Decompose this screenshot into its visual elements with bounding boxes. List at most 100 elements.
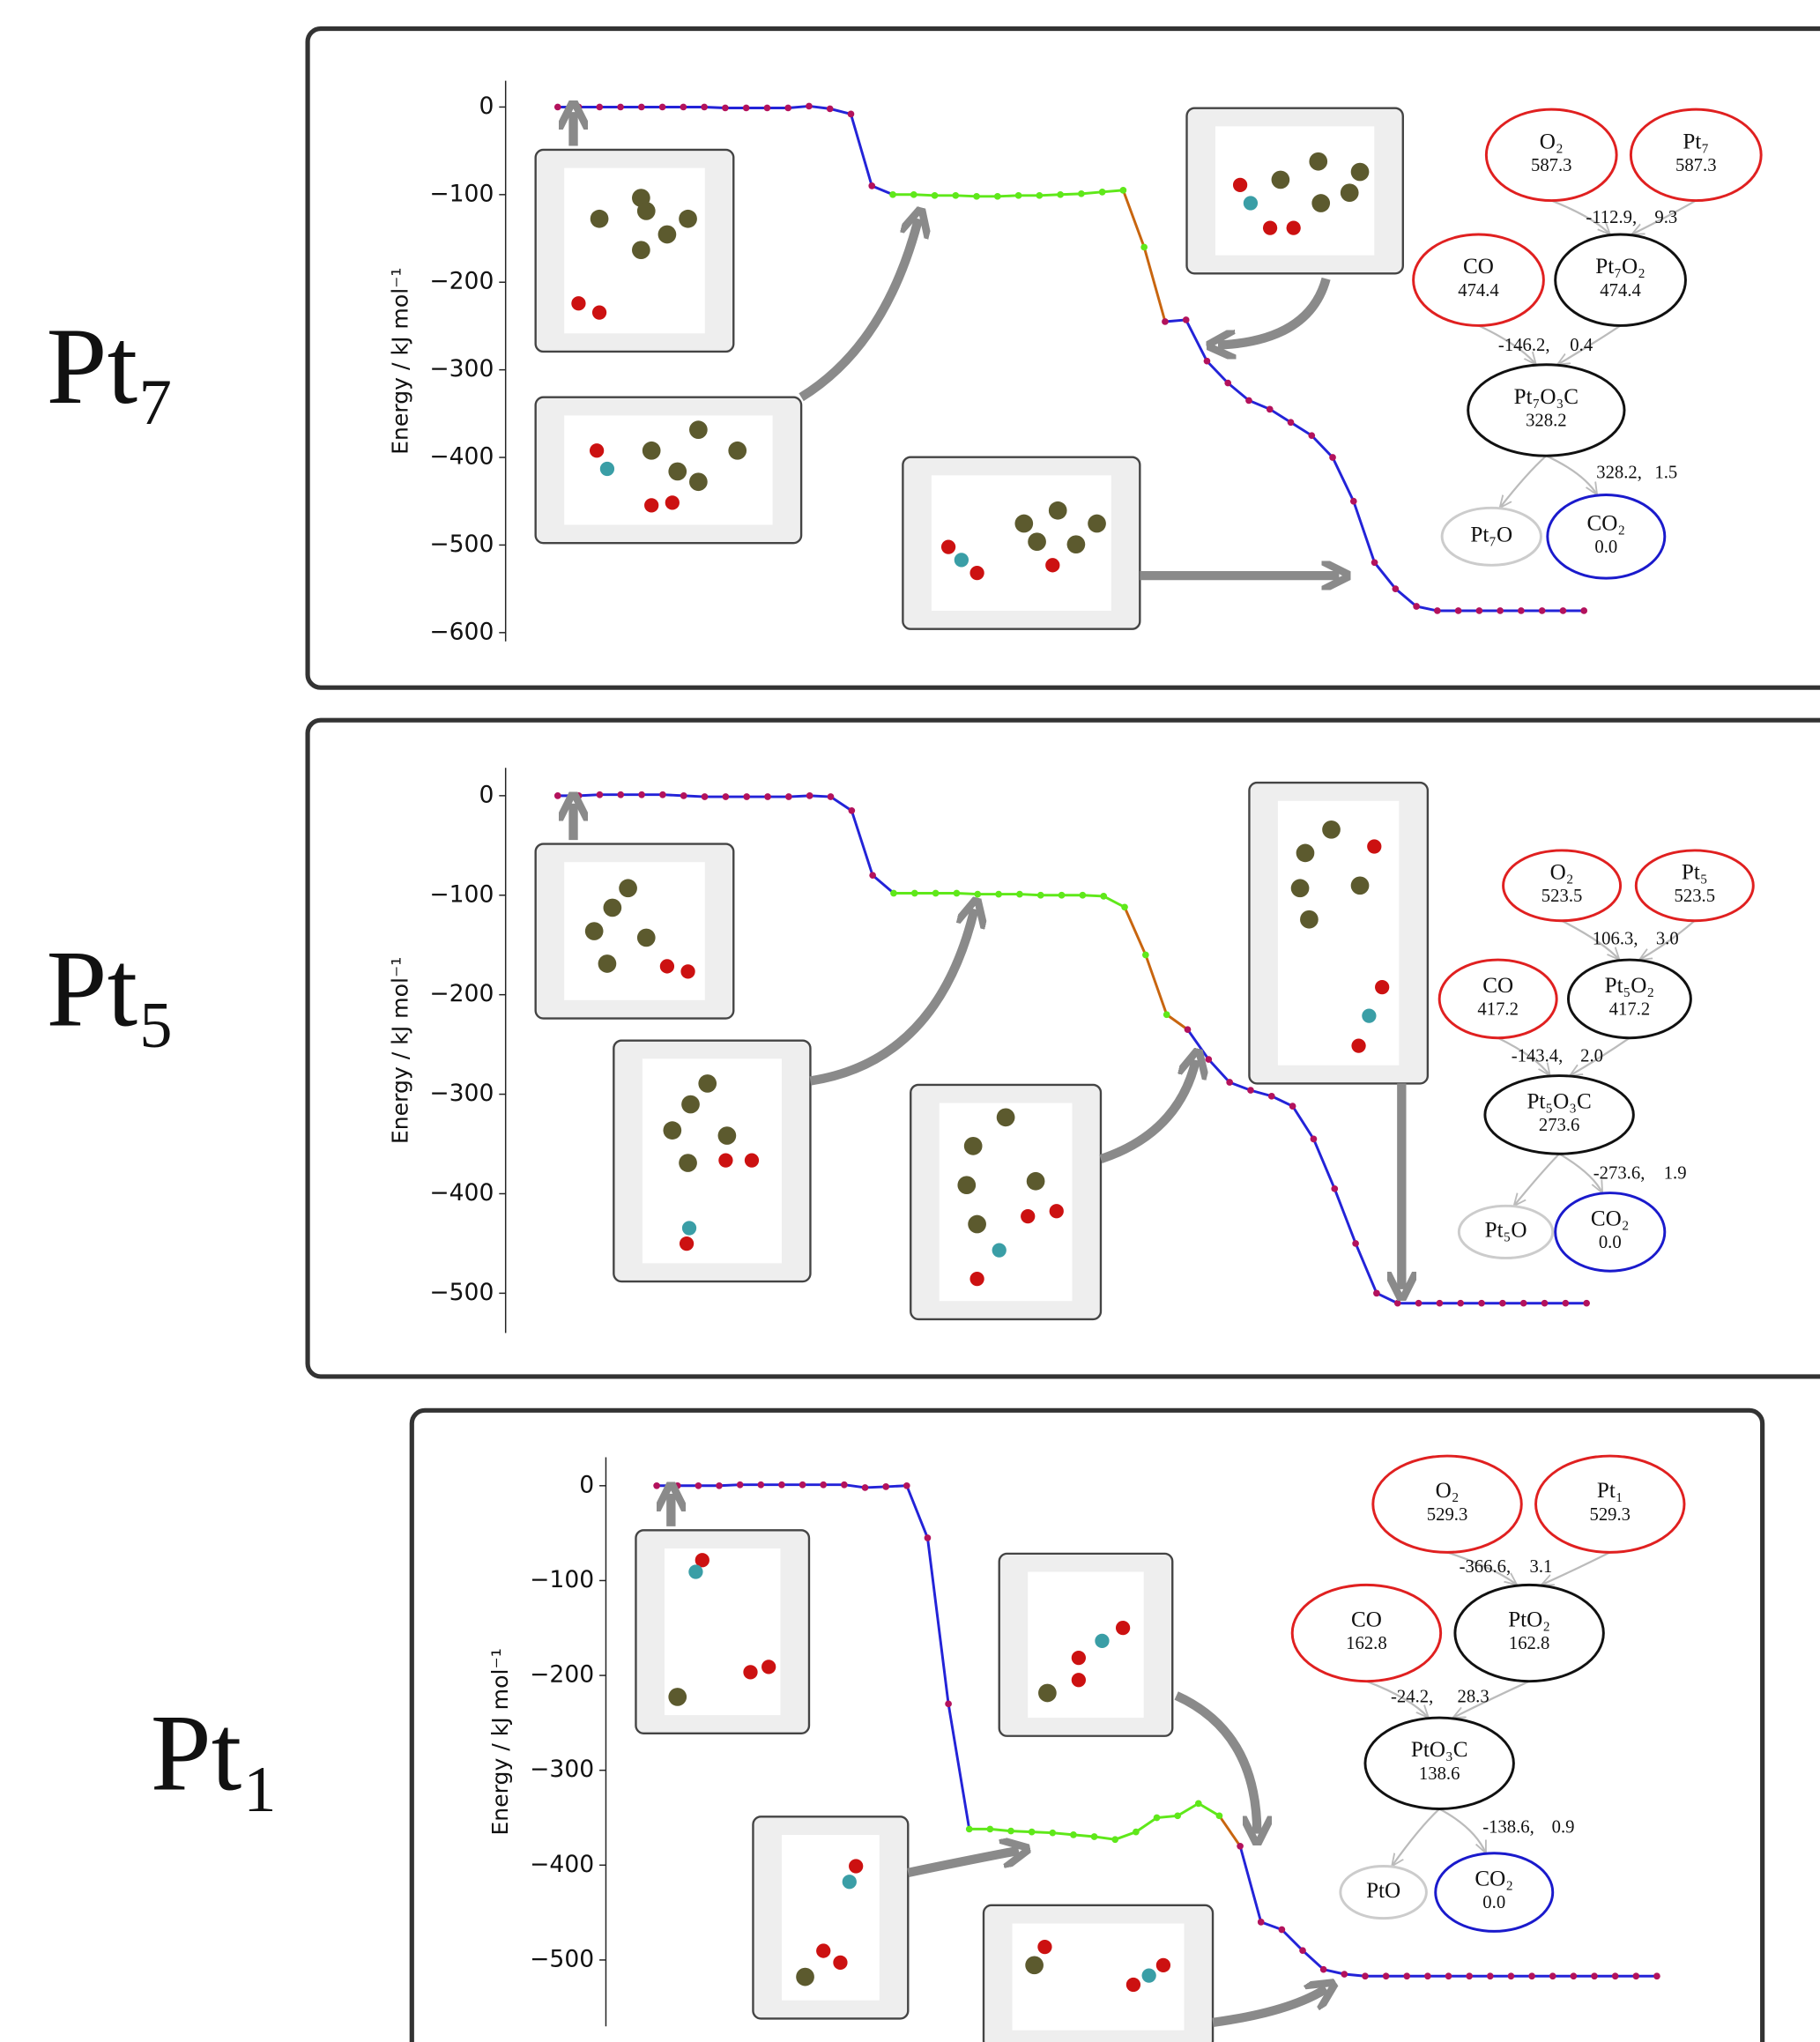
node-energy: 587.3	[1675, 156, 1717, 175]
atom	[849, 1859, 863, 1873]
atom	[1025, 1956, 1044, 1974]
energy-point	[952, 192, 959, 199]
network-node	[1455, 1585, 1603, 1681]
y-tick-label: −500	[429, 1279, 494, 1306]
energy-point	[1528, 1972, 1535, 1979]
energy-point	[1224, 380, 1231, 387]
energy-point	[1497, 607, 1504, 614]
atom	[843, 1875, 857, 1889]
node-label: Pt₅O₂	[1605, 974, 1655, 998]
atom	[1037, 1940, 1051, 1954]
energy-point	[1583, 1300, 1590, 1307]
energy-point	[597, 791, 604, 798]
node-label: O₂	[1436, 1479, 1460, 1503]
arrow	[1101, 1060, 1196, 1159]
atom	[997, 1109, 1015, 1127]
energy-point	[1070, 1831, 1077, 1838]
atom	[1263, 220, 1277, 234]
energy-point	[925, 1534, 932, 1541]
energy-point	[1258, 1919, 1265, 1926]
node-label: Pt₇O₂	[1595, 255, 1645, 278]
edge-energy: -138.6,	[1482, 1817, 1534, 1837]
energy-line	[1165, 320, 1584, 611]
energy-point	[1632, 1972, 1639, 1979]
inset-view	[940, 1103, 1073, 1302]
energy-point	[596, 104, 603, 111]
network-node	[1568, 960, 1690, 1038]
node-label: CO	[1482, 974, 1513, 998]
atom	[668, 463, 687, 481]
node-label: CO₂	[1475, 1868, 1513, 1891]
atom	[1341, 183, 1359, 202]
energy-point	[945, 1701, 952, 1708]
node-energy: 0.0	[1594, 538, 1617, 557]
energy-point	[757, 1481, 764, 1489]
atom	[969, 566, 984, 580]
y-tick-label: −500	[429, 531, 494, 558]
energy-point	[1371, 559, 1378, 566]
energy-point	[1612, 1972, 1619, 1979]
energy-point	[778, 1481, 785, 1489]
energy-point	[890, 890, 897, 897]
energy-point	[911, 890, 918, 897]
energy-point	[1268, 1093, 1275, 1100]
network-node	[1556, 1193, 1665, 1272]
energy-line	[1219, 1816, 1240, 1845]
y-axis-label: Energy / kJ mol⁻¹	[387, 267, 412, 454]
network-node	[1292, 1585, 1440, 1681]
atom	[632, 241, 650, 259]
atom	[1296, 844, 1315, 863]
node-energy: 162.8	[1346, 1634, 1387, 1653]
energy-point	[1437, 1300, 1444, 1307]
arrow	[1213, 1988, 1326, 2022]
arrow	[908, 1851, 1019, 1873]
energy-point	[841, 1481, 848, 1489]
energy-point	[1329, 454, 1336, 461]
energy-point	[554, 792, 561, 799]
energy-point	[1140, 244, 1148, 251]
arrow	[801, 219, 918, 397]
atom	[689, 420, 708, 439]
atom	[592, 306, 606, 320]
energy-point	[701, 104, 708, 111]
atom	[1142, 1969, 1156, 1983]
y-tick-label: −200	[429, 268, 494, 295]
energy-point	[1015, 192, 1022, 199]
energy-point	[1163, 1011, 1170, 1018]
energy-point	[910, 191, 917, 198]
energy-point	[1571, 1972, 1578, 1979]
atom	[969, 1272, 984, 1286]
node-energy: 0.0	[1482, 1893, 1505, 1912]
network-node	[1631, 109, 1761, 200]
atom	[1027, 1172, 1045, 1191]
atom	[955, 553, 969, 567]
atom	[1126, 1978, 1140, 1992]
atom	[718, 1153, 732, 1167]
atom	[1291, 879, 1310, 897]
atom	[1045, 558, 1059, 572]
energy-point	[1016, 891, 1023, 898]
atom	[1362, 1008, 1376, 1022]
energy-point	[1205, 1056, 1212, 1063]
energy-point	[1434, 607, 1441, 614]
inset-view	[1012, 1924, 1184, 2031]
energy-point	[723, 793, 730, 800]
network-node	[1373, 1456, 1521, 1552]
y-tick-label: −300	[530, 1756, 594, 1783]
atom	[1021, 1209, 1035, 1223]
energy-point	[820, 1481, 827, 1489]
energy-point	[716, 1482, 723, 1489]
edge-barrier: 3.0	[1656, 930, 1679, 949]
energy-point	[889, 191, 896, 198]
energy-point	[974, 891, 981, 898]
energy-point	[1320, 1966, 1327, 1973]
atom	[718, 1126, 737, 1145]
atom	[833, 1956, 847, 1970]
node-energy: 417.2	[1477, 999, 1519, 1019]
node-label: CO	[1351, 1608, 1382, 1631]
node-label: Pt₇O	[1470, 523, 1512, 547]
y-tick-label: −300	[429, 355, 494, 382]
edge-energy: -273.6,	[1593, 1164, 1645, 1184]
energy-point	[954, 890, 961, 897]
node-label: PtO₃C	[1411, 1738, 1468, 1762]
